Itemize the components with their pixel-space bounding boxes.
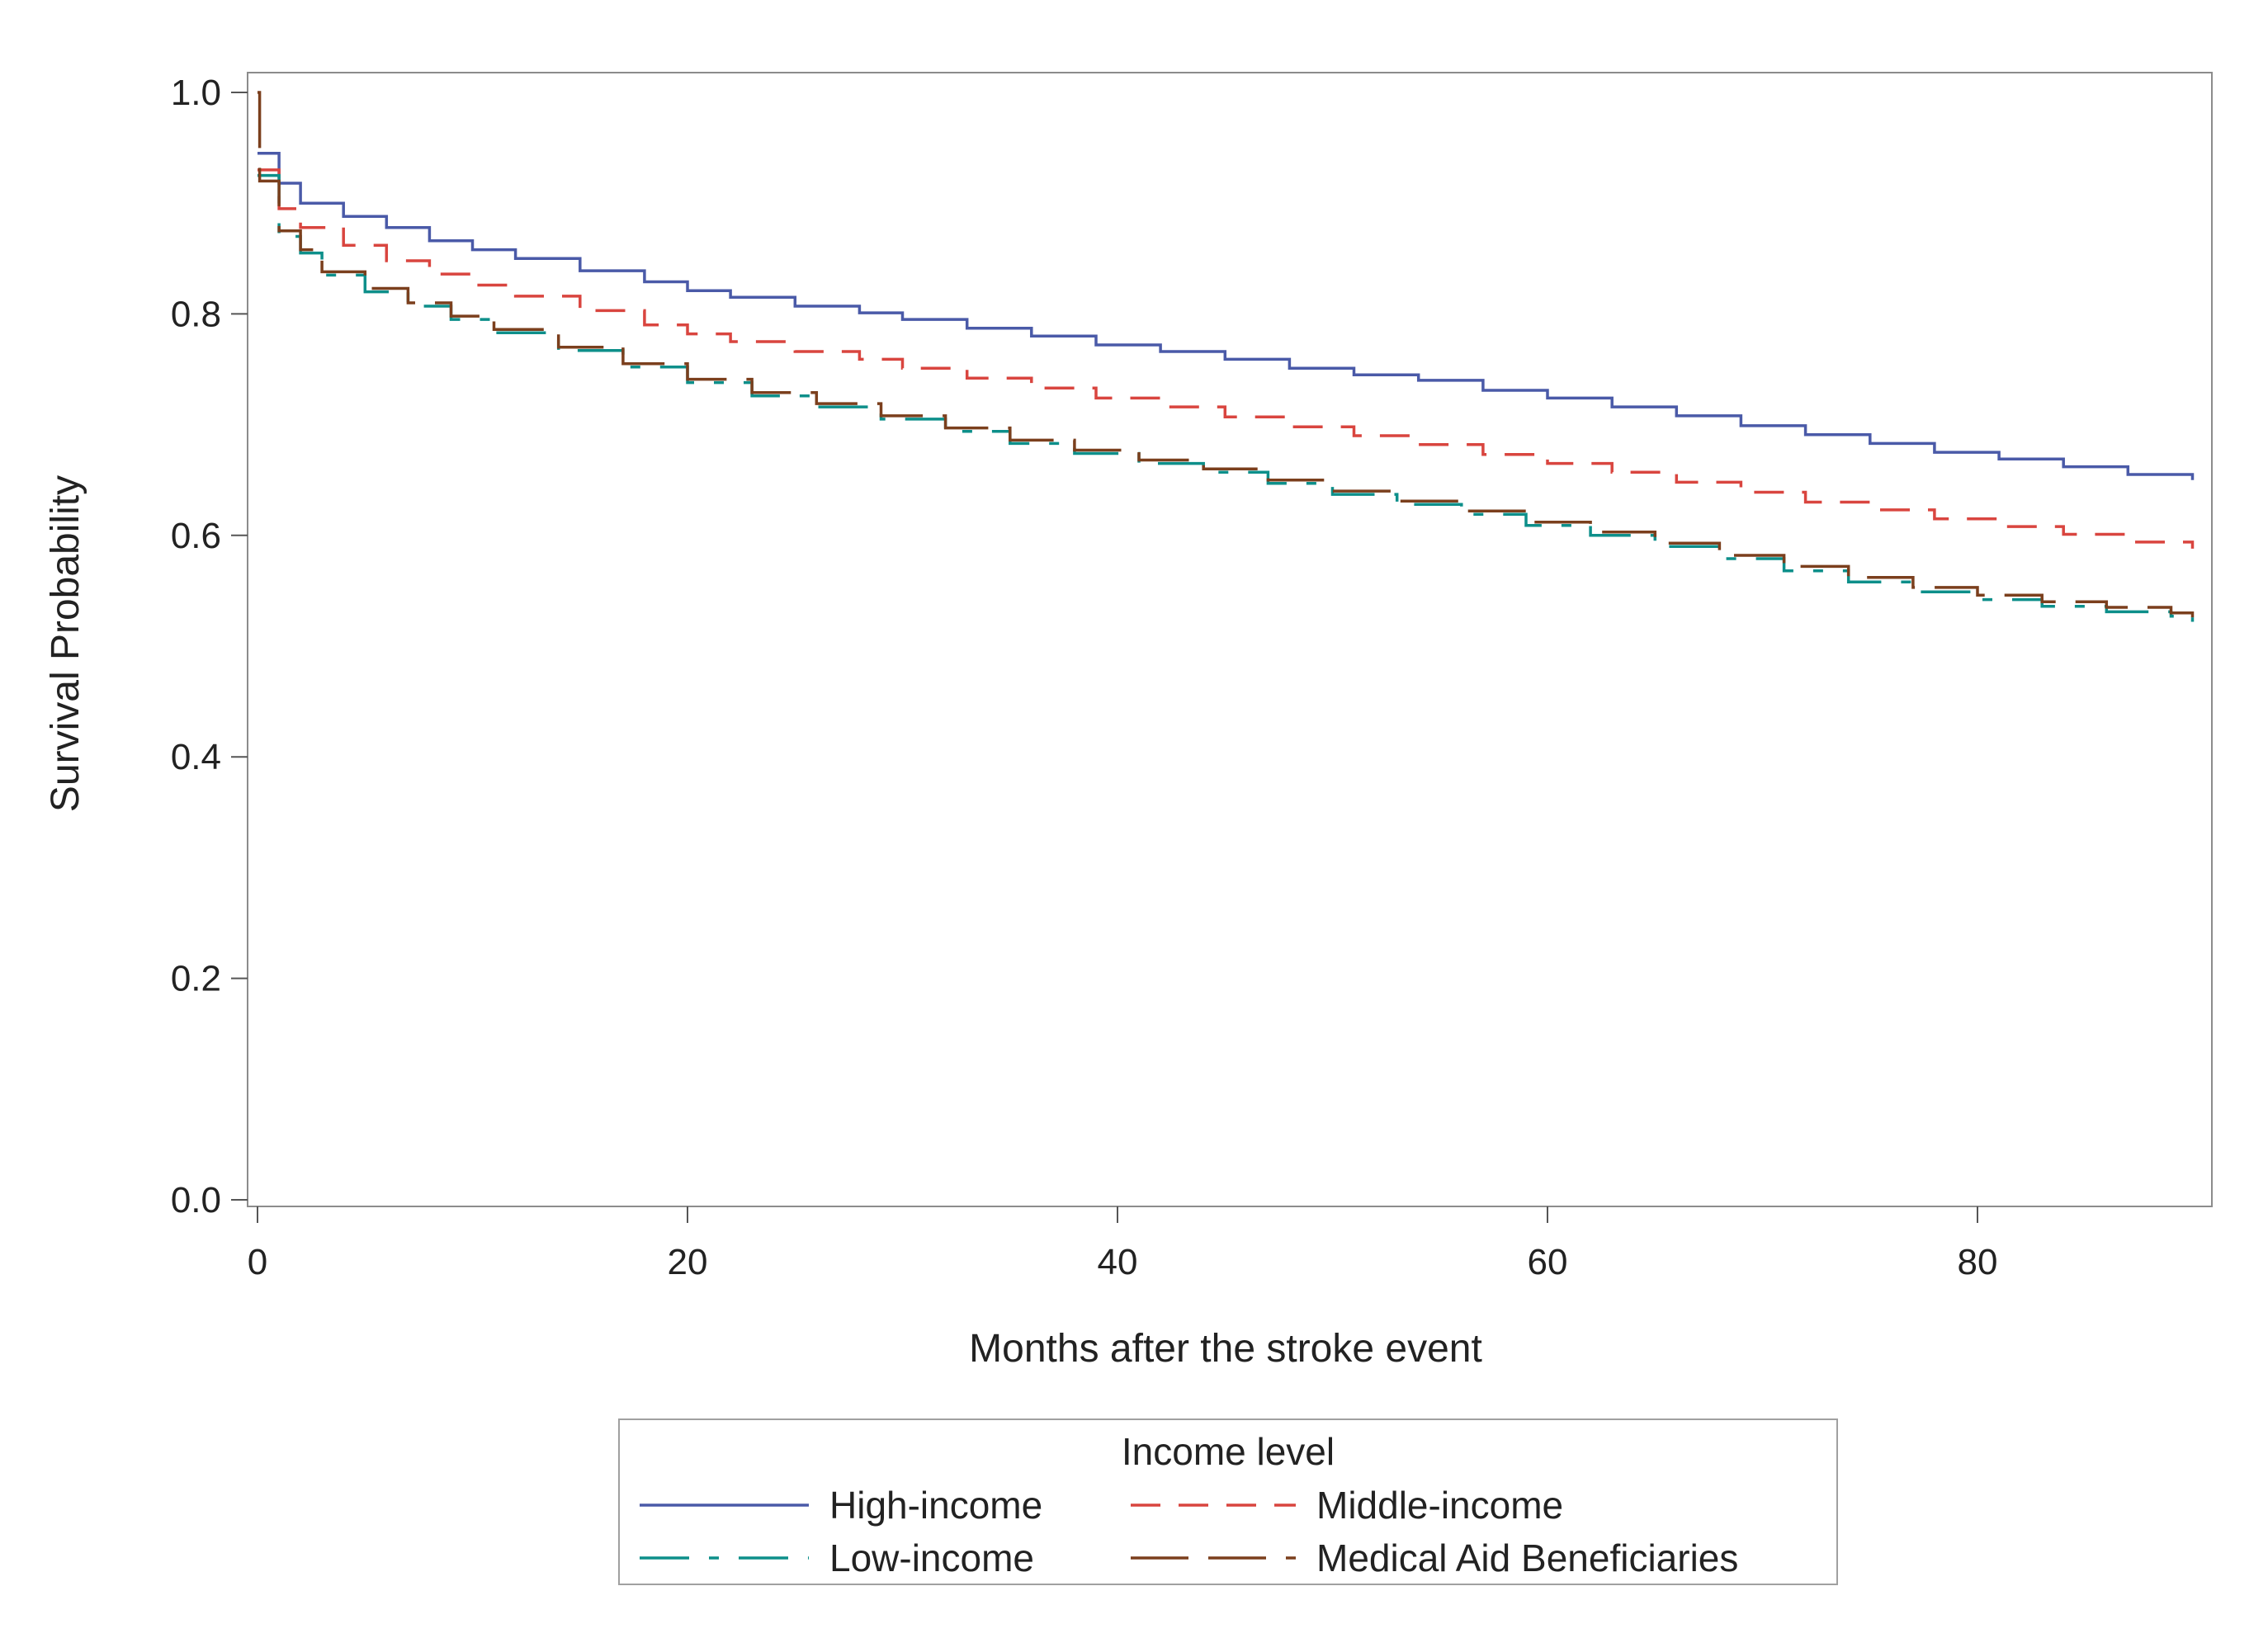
series-line-medical-aid-beneficiaries: [258, 91, 2195, 618]
y-tick-label: 0.6: [171, 516, 221, 556]
y-tick-label: 0.0: [171, 1180, 221, 1220]
series-layer: [258, 91, 2195, 622]
y-tick-label: 1.0: [171, 73, 221, 113]
x-tick-label: 60: [1528, 1242, 1568, 1282]
series-line-middle-income: [258, 168, 2195, 549]
legend-label-low-income: Low-income: [829, 1537, 1034, 1579]
legend-title: Income level: [1122, 1430, 1335, 1473]
y-tick-label: 0.2: [171, 959, 221, 999]
x-tick-label: 20: [668, 1242, 708, 1282]
axes: 0.0 0.2 0.4 0.6 0.8 1.0 0 20 40 60 80: [171, 72, 2213, 1282]
series-line-high-income: [258, 152, 2195, 480]
y-axis-title: Survival Probability: [44, 475, 87, 812]
legend-label-high-income: High-income: [829, 1484, 1042, 1527]
x-tick-label: 0: [248, 1242, 267, 1282]
x-tick-label: 40: [1098, 1242, 1138, 1282]
legend-label-middle-income: Middle-income: [1316, 1484, 1563, 1527]
x-axis-title: Months after the stroke event: [969, 1327, 1482, 1371]
y-tick-label: 0.4: [171, 737, 221, 777]
legend-entries: High-income Middle-income Low-income Medica…: [640, 1484, 1738, 1579]
x-tick-label: 80: [1958, 1242, 1998, 1282]
y-tick-label: 0.8: [171, 294, 221, 334]
plot-frame: [247, 72, 2213, 1207]
legend: Income level High-income Middle-income Low…: [618, 1418, 1838, 1585]
legend-label-medical-aid-beneficiaries: Medical Aid Beneficiaries: [1316, 1537, 1738, 1579]
